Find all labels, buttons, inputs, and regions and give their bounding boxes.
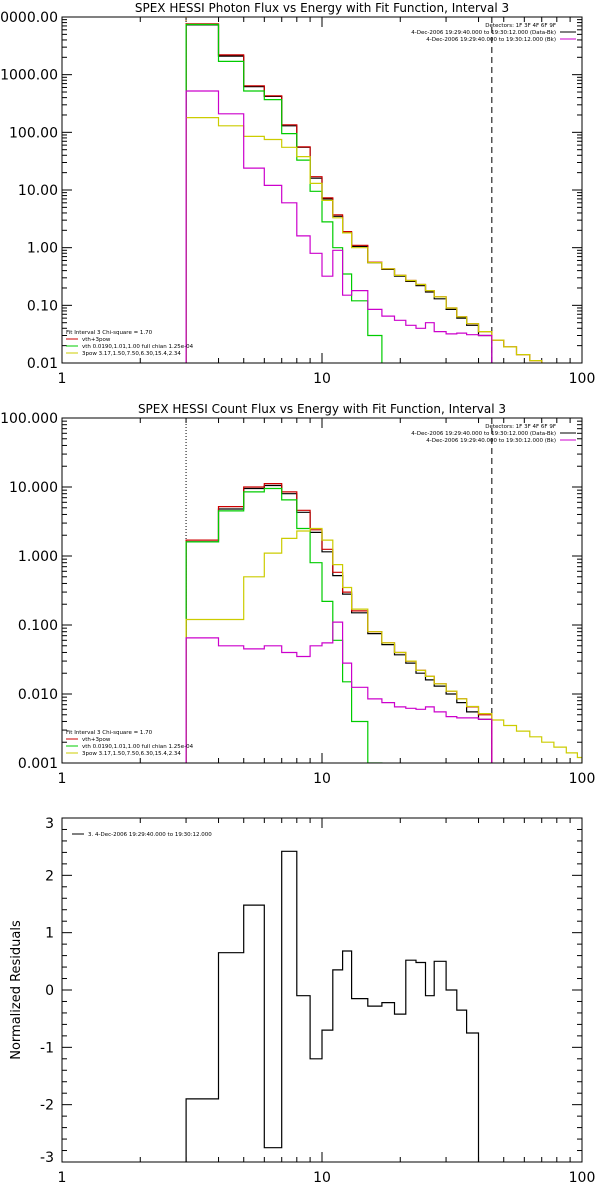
- x-tick-label: 10: [313, 371, 331, 387]
- legend-bottom-left-text: vth 0.0190,1.01,1.00 full chian 1.25e-04: [82, 344, 194, 350]
- data-layer: [185, 850, 480, 1162]
- legend-bottom-left-text: vth+3pow: [82, 337, 111, 343]
- y-tick-label: 0.01: [27, 356, 58, 372]
- legend-top-right-text: Detectors: 1F 3F 4F 6F 9F: [485, 23, 556, 29]
- y-tick-label: 1000.00: [0, 68, 58, 84]
- y-axis-label: Normalized Residuals: [9, 920, 24, 1060]
- legend-bottom-left-text: 3pow 3.17,1.50,7.50,6.30,15.4,2.34: [82, 351, 181, 357]
- legend-top-right-text: 4-Dec-2006 19:29:40.000 to 19:30:12.000 …: [411, 431, 556, 437]
- x-tick-label: 1: [58, 1170, 67, 1186]
- legend-top-right-text: 4-Dec-2006 19:29:40.000 to 19:30:12.000 …: [426, 37, 556, 43]
- x-tick-label: 100: [569, 771, 596, 787]
- y-tick-label: 2: [45, 868, 54, 884]
- y-tick-label: 100.000: [0, 411, 58, 427]
- series-3pow: [185, 117, 543, 363]
- y-tick-label: 1.000: [18, 549, 58, 565]
- legend-top-right-text: Detectors: 1F 3F 4F 6F 9F: [485, 424, 556, 430]
- series-3pow: [185, 527, 582, 763]
- y-tick-label: 10.000: [9, 480, 58, 496]
- series-vth-3pow: [185, 483, 493, 763]
- y-tick-label: 0.010: [18, 687, 58, 703]
- chart-title: SPEX HESSI Count Flux vs Energy with Fit…: [138, 402, 506, 416]
- y-tick-label: 1.00: [27, 241, 58, 257]
- data-layer: [185, 23, 543, 363]
- x-tick-label: 10: [313, 771, 331, 787]
- plot-frame: [61, 16, 583, 364]
- chart-panel-1: SPEX HESSI Photon Flux vs Energy with Fi…: [0, 1, 595, 387]
- chart-panel-3: Normalized Residuals 1 10 100 -3 -2 -1 0 1 2 3 3. 4…: [9, 816, 595, 1186]
- series-residuals: [185, 850, 480, 1162]
- legend-bottom-left-text: Fit Interval 3 Chi-square = 1.70: [66, 730, 153, 736]
- series-bk: [185, 621, 493, 763]
- legend-bottom-left-text: vth 0.0190,1.01,1.00 full chian 1.25e-04: [82, 744, 194, 750]
- y-tick-label: -2: [40, 1098, 54, 1114]
- y-tick-label: 0.10: [27, 298, 58, 314]
- legend-bottom-left-text: vth+3pow: [82, 737, 111, 743]
- data-layer: [185, 483, 582, 763]
- legend-bottom-left-text: Fit Interval 3 Chi-square = 1.70: [66, 330, 153, 336]
- x-tick-label: 100: [569, 1170, 596, 1186]
- y-tick-label: 100.00: [9, 125, 58, 141]
- x-tick-label: 10: [313, 1170, 331, 1186]
- y-tick-label: -1: [40, 1040, 54, 1056]
- y-tick-label: 10.00: [18, 183, 58, 199]
- y-tick-label: 10000.00: [0, 10, 58, 26]
- x-tick-label: 1: [58, 371, 67, 387]
- legend-top-right-text: 4-Dec-2006 19:29:40.000 to 19:30:12.000 …: [426, 438, 556, 444]
- series-bk: [185, 90, 493, 363]
- y-tick-label: 0: [45, 983, 54, 999]
- y-tick-label: 0.001: [18, 756, 58, 772]
- plot-frame: [61, 417, 583, 764]
- y-tick-label: 1: [45, 926, 54, 942]
- series-vth: [185, 487, 383, 763]
- legend-bottom-left-text: 3pow 3.17,1.50,7.50,6.30,15.4,2.34: [82, 751, 181, 757]
- series-vth-3pow: [185, 23, 543, 363]
- chart-panel-2: SPEX HESSI Count Flux vs Energy with Fit…: [0, 402, 595, 787]
- legend-top-right-text: 4-Dec-2006 19:29:40.000 to 19:30:12.000 …: [411, 30, 556, 36]
- series-data-bk: [185, 24, 493, 363]
- legend-top-left-text: 3. 4-Dec-2006 19:29:40.000 to 19:30:12.0…: [88, 832, 212, 838]
- plot-frame: [61, 817, 583, 1163]
- chart-title: SPEX HESSI Photon Flux vs Energy with Fi…: [135, 1, 509, 15]
- x-tick-label: 1: [58, 771, 67, 787]
- y-tick-label: 0.100: [18, 618, 58, 634]
- x-tick-label: 100: [569, 371, 596, 387]
- y-tick-label: 3: [45, 816, 54, 832]
- series-vth: [185, 23, 383, 363]
- y-tick-label: -3: [40, 1150, 54, 1166]
- series-data-bk: [185, 484, 493, 763]
